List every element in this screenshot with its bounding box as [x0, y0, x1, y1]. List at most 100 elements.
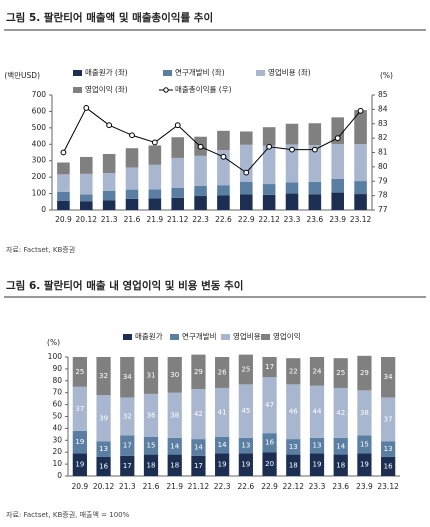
y-tick-label: 40	[52, 423, 62, 432]
bar-segment	[120, 357, 135, 398]
bar-segment	[285, 144, 299, 183]
legend-swatch	[163, 87, 169, 93]
bar-segment	[215, 453, 230, 476]
y-tick-label: 60	[52, 400, 62, 409]
bar-segment	[148, 164, 162, 190]
line-marker	[174, 122, 181, 129]
legend-label: 영업비용 (좌)	[268, 67, 311, 77]
bar-segment	[80, 201, 93, 210]
value-label: 14	[194, 443, 203, 451]
line-marker	[243, 169, 250, 176]
value-label: 25	[75, 368, 84, 376]
value-label: 14	[336, 442, 345, 450]
value-label: 44	[313, 408, 322, 416]
y-axis-label: (백만USD)	[4, 70, 40, 80]
bar-segment	[191, 455, 206, 476]
bar-segment	[167, 437, 182, 455]
bar-segment	[331, 192, 344, 210]
line-marker	[60, 149, 67, 156]
legend-swatch	[73, 87, 82, 93]
line-marker	[266, 143, 273, 150]
value-label: 18	[147, 461, 156, 469]
bar-segment	[381, 357, 396, 398]
value-label: 22	[289, 367, 298, 375]
y2-tick-label: 85	[378, 90, 388, 99]
x-tick-label: 22.6	[215, 215, 232, 224]
bar-segment	[102, 200, 116, 210]
bar-segment	[357, 355, 372, 391]
bar-segment	[120, 397, 135, 436]
y-tick-label: 100	[48, 352, 63, 361]
x-tick-label: 23.12	[350, 215, 372, 224]
value-label: 29	[360, 369, 369, 377]
y-tick-label: 200	[32, 172, 47, 181]
bar-segment	[286, 454, 301, 476]
bar-segment	[148, 198, 162, 210]
x-tick-label: 20.9	[72, 482, 89, 491]
x-tick-label: 23.3	[309, 482, 326, 491]
value-label: 34	[123, 373, 132, 381]
bar-segment	[262, 184, 276, 195]
bar-segment	[80, 156, 93, 174]
y-tick-label: 300	[32, 156, 47, 165]
value-label: 32	[123, 413, 132, 421]
value-label: 36	[147, 411, 156, 419]
bar-segment	[381, 456, 396, 476]
bar-segment	[217, 185, 230, 196]
bar-segment	[285, 193, 299, 210]
bar-segment	[333, 437, 348, 455]
bar-segment	[102, 173, 116, 191]
x-tick-label: 22.3	[214, 482, 231, 491]
bar-segment	[171, 187, 184, 198]
bar-segment	[308, 194, 322, 210]
x-tick-label: 21.9	[166, 482, 183, 491]
y-tick-label: 80	[52, 376, 62, 385]
x-tick-label: 20.12	[76, 215, 98, 224]
x-tick-label: 23.9	[356, 482, 373, 491]
bar-segment	[331, 117, 344, 144]
y2-tick-label: 79	[378, 176, 388, 185]
y-tick-label: 700	[32, 90, 47, 99]
x-tick-label: 23.6	[332, 482, 349, 491]
value-label: 25	[241, 365, 250, 373]
value-label: 14	[170, 442, 179, 450]
bar-segment	[102, 153, 116, 174]
value-label: 25	[336, 369, 345, 377]
x-tick-label: 21.3	[101, 215, 118, 224]
value-label: 13	[241, 442, 250, 450]
bar-segment	[309, 385, 325, 438]
legend-label: 매출원가 (좌)	[85, 67, 128, 77]
value-label: 16	[384, 462, 393, 470]
bar-segment	[238, 354, 253, 385]
value-label: 15	[147, 442, 156, 450]
bar-segment	[240, 131, 253, 145]
value-label: 46	[289, 408, 298, 416]
bar-segment	[72, 453, 87, 476]
value-label: 19	[241, 461, 250, 469]
bar-segment	[309, 437, 325, 454]
legend-swatch	[123, 334, 132, 340]
line-marker	[129, 132, 135, 139]
value-label: 13	[99, 445, 108, 453]
bar-segment	[194, 185, 207, 197]
bar-segment	[191, 354, 206, 390]
x-tick-label: 21.12	[188, 482, 210, 491]
x-tick-label: 21.3	[119, 482, 136, 491]
bar-segment	[120, 455, 135, 476]
x-tick-label: 23.6	[307, 215, 324, 224]
x-tick-label: 22.9	[238, 215, 255, 224]
value-label: 17	[123, 462, 132, 470]
y-tick-label: 70	[52, 388, 62, 397]
line-marker	[289, 146, 295, 153]
bar-segment	[143, 357, 159, 394]
x-tick-label: 22.6	[238, 482, 255, 491]
bar-segment	[238, 384, 253, 438]
bar-segment	[57, 200, 70, 210]
bar-segment	[217, 195, 230, 210]
value-label: 13	[289, 443, 298, 451]
bar-segment	[167, 454, 182, 476]
source: 자료: Factset, KB증권, 매출액 = 100%	[6, 510, 130, 519]
bar-segment	[125, 198, 139, 210]
bar-segment	[381, 441, 396, 457]
bar-segment	[354, 110, 367, 145]
